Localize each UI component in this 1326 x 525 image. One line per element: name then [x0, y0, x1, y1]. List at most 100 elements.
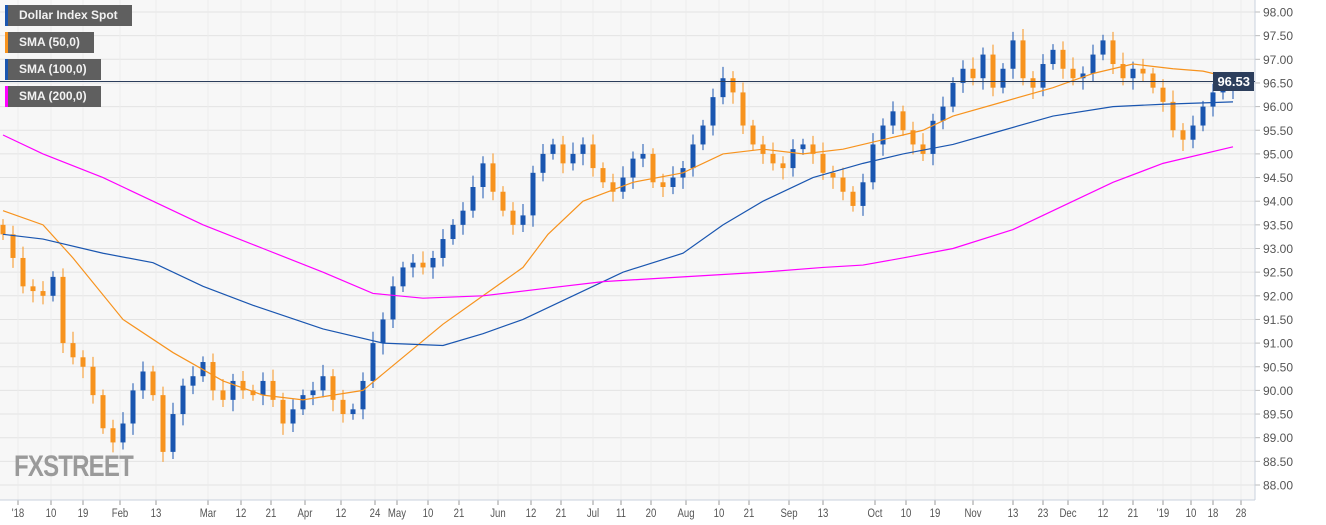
candle-up: [980, 54, 986, 79]
x-tick-label: Aug: [677, 507, 694, 520]
candle-down: [1180, 130, 1186, 140]
x-tick-label: 10: [1186, 507, 1197, 520]
candle-up: [1040, 64, 1046, 88]
candle-up: [360, 380, 366, 410]
candle-up: [870, 144, 876, 183]
candle-up: [1080, 73, 1086, 79]
x-tick-label: 21: [556, 507, 567, 520]
x-tick-label: 10: [423, 507, 434, 520]
candle-down: [10, 234, 16, 258]
candle-down: [610, 182, 616, 192]
candle-down: [500, 191, 506, 211]
candle-down: [1020, 40, 1026, 79]
x-tick-label: 28: [1236, 507, 1247, 520]
x-tick-label: 12: [1098, 507, 1109, 520]
y-tick-label: 91.00: [1263, 337, 1293, 351]
candle-down: [110, 428, 116, 443]
candle-down: [840, 177, 846, 192]
candle-up: [550, 144, 556, 154]
candle-up: [470, 187, 476, 211]
x-tick-label: 19: [78, 507, 89, 520]
x-tick-label: 13: [151, 507, 162, 520]
candle-down: [900, 111, 906, 131]
x-tick-label: 11: [616, 507, 626, 520]
legend-dollar-index: Dollar Index Spot: [5, 5, 132, 26]
candle-up: [50, 276, 56, 296]
y-tick-label: 94.00: [1263, 195, 1293, 209]
candle-down: [830, 172, 836, 178]
x-tick-label: 18: [1208, 507, 1219, 520]
candle-up: [570, 153, 576, 164]
candle-down: [1160, 87, 1166, 102]
candle-down: [100, 395, 106, 429]
candle-up: [640, 153, 646, 159]
candle-down: [590, 144, 596, 169]
candle-up: [960, 68, 966, 83]
candle-up: [1090, 54, 1096, 74]
candle-up: [1210, 92, 1216, 107]
x-tick-label: 12: [336, 507, 347, 520]
candle-up: [430, 257, 436, 268]
x-tick-label: '18: [12, 507, 25, 520]
candle-up: [930, 120, 936, 154]
candle-down: [270, 380, 276, 400]
candle-up: [180, 385, 186, 415]
candle-down: [210, 362, 216, 391]
candle-up: [630, 158, 636, 178]
candle-up: [120, 423, 126, 443]
candle-down: [40, 291, 46, 296]
x-tick-label: May: [388, 507, 407, 520]
candle-up: [790, 149, 796, 169]
candle-up: [800, 144, 806, 150]
y-tick-label: 90.00: [1263, 384, 1293, 398]
x-tick-label: 20: [646, 507, 657, 520]
candle-up: [480, 163, 486, 188]
candle-down: [250, 390, 256, 396]
y-tick-label: 89.50: [1263, 408, 1293, 422]
candle-down: [660, 182, 666, 188]
candle-down: [820, 153, 826, 173]
candle-down: [850, 191, 856, 206]
candle-down: [330, 376, 336, 400]
legend-sma-50: SMA (50,0): [5, 32, 94, 53]
x-tick-label: 21: [1128, 507, 1139, 520]
candle-down: [1070, 68, 1076, 79]
x-tick-label: 13: [1008, 507, 1019, 520]
x-tick-label: 12: [236, 507, 247, 520]
candle-down: [280, 399, 286, 424]
y-tick-label: 92.00: [1263, 289, 1293, 303]
candle-up: [950, 82, 956, 107]
x-tick-label: 19: [930, 507, 941, 520]
x-tick-label: 12: [526, 507, 537, 520]
candle-up: [890, 111, 896, 126]
candle-down: [1150, 73, 1156, 88]
x-tick-label: Feb: [112, 507, 129, 520]
candle-up: [140, 371, 146, 391]
y-tick-label: 94.50: [1263, 171, 1293, 185]
y-tick-label: 91.50: [1263, 313, 1293, 327]
y-tick-label: 93.00: [1263, 242, 1293, 256]
candle-up: [700, 125, 706, 145]
candle-up: [860, 182, 866, 206]
candle-up: [1000, 68, 1006, 88]
candle-down: [490, 163, 496, 192]
x-tick-label: 10: [901, 507, 912, 520]
candle-down: [990, 54, 996, 88]
candle-up: [1010, 40, 1016, 69]
candle-up: [310, 390, 316, 396]
x-tick-label: Mar: [200, 507, 217, 520]
candle-up: [940, 106, 946, 121]
x-tick-label: 13: [818, 507, 829, 520]
candle-up: [400, 267, 406, 287]
candle-down: [70, 343, 76, 358]
candle-down: [1120, 64, 1126, 79]
x-tick-label: Dec: [1059, 507, 1077, 520]
candle-down: [0, 224, 6, 235]
candle-up: [1200, 106, 1206, 126]
candle-up: [580, 144, 586, 154]
x-tick-label: 10: [714, 507, 725, 520]
candle-up: [1100, 40, 1106, 55]
x-tick-label: 24: [370, 507, 381, 520]
candle-up: [170, 414, 176, 452]
x-tick-label: 10: [46, 507, 57, 520]
